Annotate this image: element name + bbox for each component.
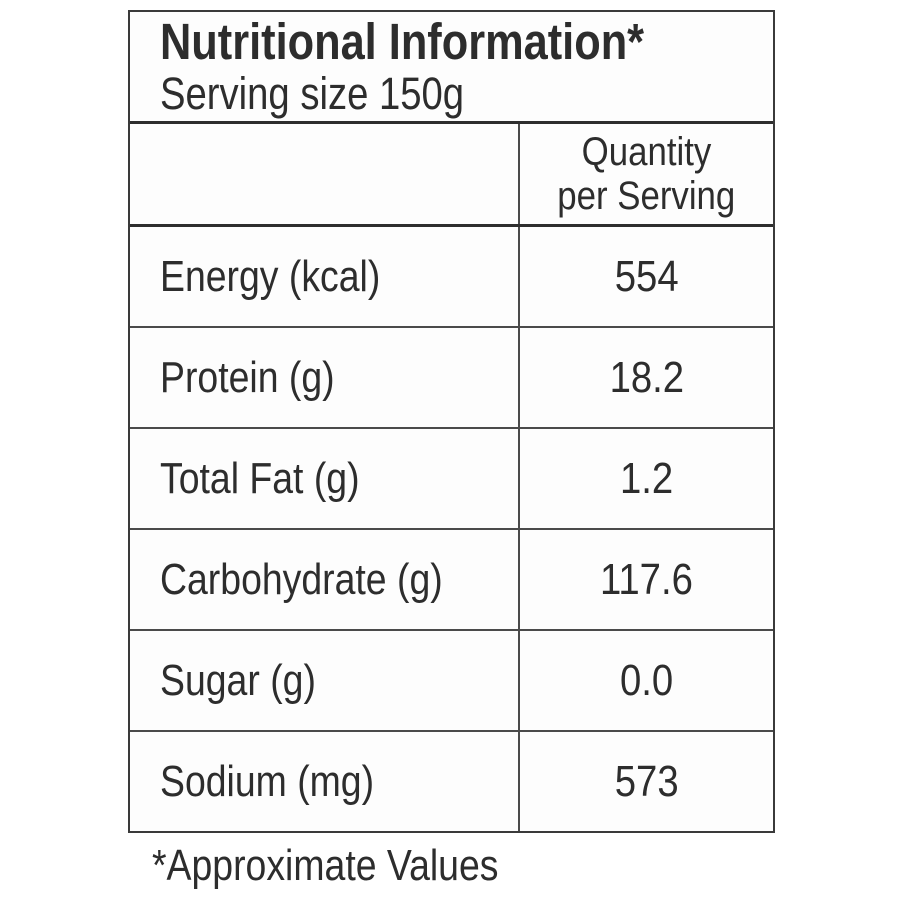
row-value: 554 — [518, 227, 773, 326]
column-header-empty-cell — [130, 124, 518, 224]
table-row-carbohydrate: Carbohydrate (g) 117.6 — [130, 530, 773, 631]
row-value-text: 18.2 — [609, 352, 684, 402]
row-value-text: 554 — [614, 251, 679, 301]
column-header-row: Quantity per Serving — [130, 124, 773, 227]
row-label: Energy (kcal) — [130, 227, 518, 326]
footnote: *Approximate Values — [152, 841, 560, 891]
column-header-line2: per Serving — [557, 174, 736, 218]
table-row-sodium: Sodium (mg) 573 — [130, 732, 773, 831]
table-title: Nutritional Information* — [160, 12, 773, 70]
table-row-protein: Protein (g) 18.2 — [130, 328, 773, 429]
table-row-total-fat: Total Fat (g) 1.2 — [130, 429, 773, 530]
row-value-text: 573 — [614, 756, 679, 806]
row-label: Total Fat (g) — [130, 429, 518, 528]
row-label: Sugar (g) — [130, 631, 518, 730]
serving-size: Serving size 150g — [160, 67, 773, 119]
serving-size-text: Serving size 150g — [160, 67, 465, 119]
row-value-text: 0.0 — [619, 655, 674, 705]
column-header-quantity-cell: Quantity per Serving — [518, 124, 773, 224]
row-value: 573 — [518, 732, 773, 831]
row-label-text: Sugar (g) — [160, 655, 316, 705]
footnote-text: *Approximate Values — [152, 841, 499, 890]
row-value: 0.0 — [518, 631, 773, 730]
row-label-text: Sodium (mg) — [160, 756, 375, 806]
nutrition-table: Nutritional Information* Serving size 15… — [128, 10, 775, 833]
row-label: Protein (g) — [130, 328, 518, 427]
row-label-text: Total Fat (g) — [160, 453, 360, 503]
column-header-line1: Quantity — [581, 130, 712, 174]
table-row-energy: Energy (kcal) 554 — [130, 227, 773, 328]
row-value-text: 117.6 — [600, 554, 693, 604]
row-label-text: Carbohydrate (g) — [160, 554, 443, 604]
row-value: 1.2 — [518, 429, 773, 528]
row-value: 117.6 — [518, 530, 773, 629]
table-row-sugar: Sugar (g) 0.0 — [130, 631, 773, 732]
row-value-text: 1.2 — [619, 453, 674, 503]
row-label: Sodium (mg) — [130, 732, 518, 831]
row-value: 18.2 — [518, 328, 773, 427]
table-title-block: Nutritional Information* Serving size 15… — [130, 12, 773, 124]
row-label-text: Protein (g) — [160, 352, 335, 402]
row-label-text: Energy (kcal) — [160, 251, 381, 301]
row-label: Carbohydrate (g) — [130, 530, 518, 629]
table-title-text: Nutritional Information* — [160, 12, 645, 70]
